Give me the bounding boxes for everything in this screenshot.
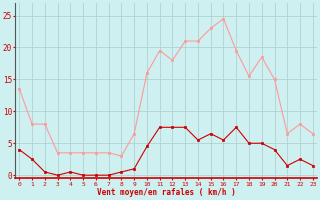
X-axis label: Vent moyen/en rafales ( km/h ): Vent moyen/en rafales ( km/h ) — [97, 188, 236, 197]
